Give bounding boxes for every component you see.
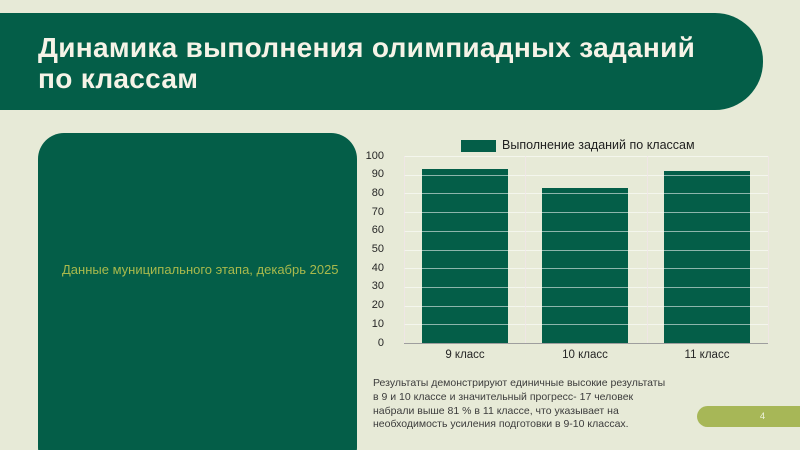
h-gridline	[404, 156, 768, 157]
h-gridline	[404, 268, 768, 270]
y-tick-label: 30	[371, 280, 384, 293]
side-panel: Данные муниципального этапа, декабрь 202…	[38, 133, 357, 450]
y-tick-label: 90	[371, 168, 384, 181]
y-tick-label: 70	[371, 205, 384, 218]
v-gridline	[768, 156, 769, 343]
y-tick-label: 40	[371, 261, 384, 274]
y-tick-label: 60	[371, 224, 384, 237]
x-tick-label: 10 класс	[562, 349, 608, 361]
legend-swatch	[461, 140, 496, 152]
y-tick-label: 10	[371, 317, 384, 330]
x-tick-label: 11 класс	[684, 349, 730, 361]
v-gridline	[646, 156, 648, 343]
y-tick-label: 20	[371, 299, 384, 312]
x-axis-line	[404, 343, 768, 344]
legend-label: Выполнение заданий по классам	[502, 138, 695, 152]
h-gridline	[404, 174, 768, 176]
v-gridline	[404, 156, 405, 343]
analysis-line: в 9 и 10 классе и значительный прогресс-…	[373, 390, 634, 403]
slide-title: Динамика выполнения олимпиадных заданий …	[38, 32, 696, 94]
analysis-text: Результаты демонстрируют единичные высок…	[373, 377, 707, 432]
chart-bar-10-klass	[542, 187, 628, 343]
h-gridline	[404, 305, 768, 307]
y-tick-label: 80	[371, 186, 384, 199]
chart-bar-11-klass	[664, 170, 750, 343]
h-gridline	[404, 230, 768, 232]
h-gridline	[404, 324, 768, 326]
chart-bar-9-klass	[422, 169, 508, 343]
h-gridline	[404, 249, 768, 251]
v-gridline	[525, 156, 527, 343]
h-gridline	[404, 212, 768, 214]
y-tick-label: 100	[365, 149, 384, 162]
y-tick-label: 0	[377, 336, 384, 349]
x-tick-label: 9 класс	[445, 349, 485, 361]
y-axis-ticks: 0 10 20 30 40 50 60 70 80 90 100	[356, 150, 394, 349]
analysis-line: Результаты демонстрируют единичные высок…	[373, 377, 666, 389]
analysis-line: набрали выше 81 % в 11 классе, что указы…	[373, 404, 619, 417]
header-banner: Динамика выполнения олимпиадных заданий …	[0, 13, 763, 110]
chart-plot	[404, 156, 769, 343]
h-gridline	[404, 193, 768, 195]
h-gridline	[404, 286, 768, 288]
y-tick-label: 50	[371, 243, 384, 255]
analysis-line: необходимость усиления подготовки в 9-10…	[373, 418, 629, 431]
page-number: 4	[759, 411, 766, 422]
page-number-pill: 4	[697, 406, 800, 427]
x-axis-labels: 9 класс 10 класс 11 класс	[404, 349, 768, 365]
data-source-caption: Данные муниципального этапа, декабрь 202…	[62, 262, 339, 277]
